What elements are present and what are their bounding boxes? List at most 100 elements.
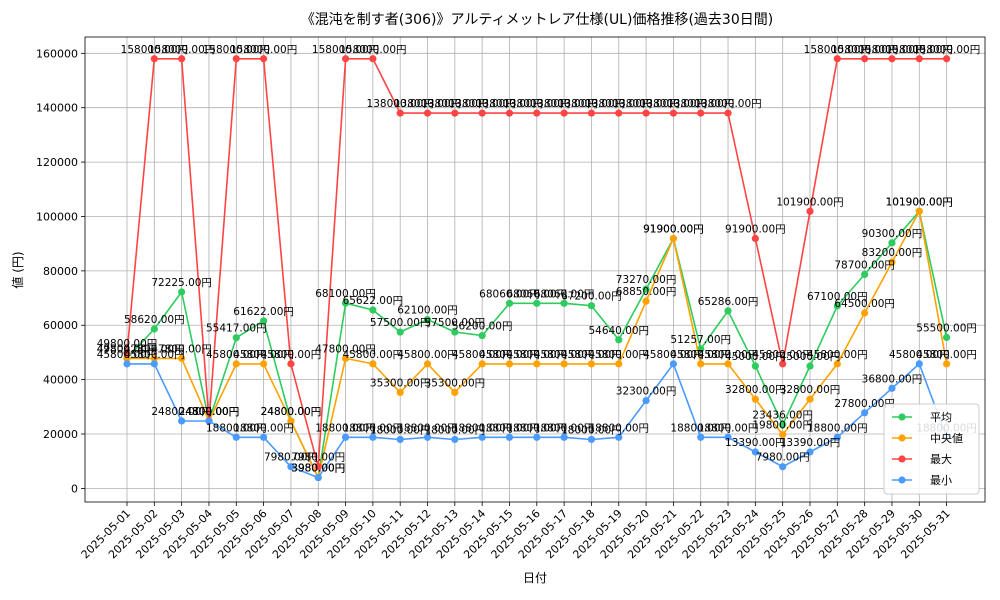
data-point — [423, 360, 432, 368]
data-label: 32800.00円 — [725, 384, 786, 396]
series-2 — [123, 55, 951, 471]
data-label: 49800.00円 — [97, 338, 158, 350]
data-label: 45800.00円 — [752, 349, 813, 361]
data-point — [833, 360, 841, 368]
data-point — [697, 360, 705, 368]
data-point — [369, 306, 377, 314]
data-label: 158000.00円 — [339, 44, 406, 56]
data-label: 158000.00円 — [831, 44, 898, 56]
data-label: 18800.00円 — [452, 422, 513, 434]
data-label: 68060.00円 — [506, 288, 567, 300]
data-label: 67200.00円 — [561, 291, 622, 303]
data-point — [724, 307, 732, 315]
data-label: 138000.00円 — [367, 98, 434, 110]
data-point — [833, 302, 841, 310]
data-point — [642, 396, 650, 405]
data-label: 18800.00円 — [588, 422, 649, 434]
data-point — [533, 109, 541, 117]
data-point — [915, 55, 923, 63]
data-label: 24800.00円 — [179, 406, 240, 418]
data-label: 18800.00円 — [315, 422, 376, 434]
data-label: 47800.00円 — [315, 343, 376, 355]
data-label: 138000.00円 — [449, 98, 516, 110]
data-label: 45000.00円 — [780, 351, 841, 363]
data-point — [806, 207, 814, 215]
data-point — [533, 360, 541, 368]
data-label: 55417.00円 — [206, 323, 267, 335]
y-tick-label: 20000 — [43, 428, 78, 441]
data-label: 138000.00円 — [667, 98, 734, 110]
data-label: 45800.00円 — [889, 349, 950, 361]
data-point — [943, 333, 951, 342]
data-label: 18800.00円 — [206, 422, 267, 434]
data-label: 3980.00円 — [291, 463, 345, 475]
data-label: 158000.00円 — [858, 44, 925, 56]
data-label: 101900.00円 — [886, 196, 953, 208]
data-point — [669, 360, 678, 368]
data-label: 51257.00円 — [670, 334, 731, 346]
data-point — [533, 433, 541, 441]
data-point — [533, 299, 541, 307]
data-point — [178, 354, 186, 363]
data-label: 45800.00円 — [506, 349, 567, 361]
data-point — [314, 463, 322, 471]
data-label: 90300.00円 — [862, 228, 923, 240]
data-point — [751, 234, 759, 243]
data-point — [150, 55, 158, 63]
y-tick-label: 120000 — [36, 156, 78, 169]
data-label: 138000.00円 — [503, 98, 570, 110]
data-point — [915, 207, 923, 215]
data-label: 45800.00円 — [233, 349, 294, 361]
data-point — [260, 433, 268, 441]
data-point — [150, 325, 158, 333]
data-label: 138000.00円 — [476, 98, 543, 110]
data-point — [587, 109, 596, 117]
data-label: 68060.00円 — [534, 288, 595, 300]
data-point — [861, 309, 869, 317]
data-point — [478, 331, 486, 340]
data-point — [505, 433, 514, 441]
data-label: 78700.00円 — [834, 259, 895, 271]
data-label: 18000.00円 — [425, 424, 486, 436]
y-tick-label: 140000 — [36, 102, 78, 115]
data-point — [642, 109, 650, 117]
data-label: 45800.00円 — [807, 349, 868, 361]
data-label: 158000.00円 — [804, 44, 871, 56]
data-label: 57500.00円 — [370, 317, 431, 329]
series-group — [123, 55, 951, 482]
data-point — [587, 360, 596, 368]
data-label: 45800.00円 — [124, 349, 185, 361]
data-label: 24800.00円 — [261, 406, 322, 418]
data-label: 158000.00円 — [203, 44, 270, 56]
data-label: 45800.00円 — [561, 349, 622, 361]
data-label: 49800.00円 — [97, 343, 158, 355]
data-label: 7980.00円 — [756, 452, 810, 464]
data-label: 138000.00円 — [530, 98, 597, 110]
data-label: 45800.00円 — [343, 349, 404, 361]
data-point — [178, 288, 186, 296]
data-label: 54640.00円 — [588, 325, 649, 337]
data-label: 158000.00円 — [886, 44, 953, 56]
data-point — [314, 473, 322, 482]
data-label: 18800.00円 — [233, 422, 294, 434]
data-label: 7980.00円 — [291, 452, 345, 464]
data-point — [833, 433, 841, 441]
data-point — [123, 354, 131, 363]
data-label: 158000.00円 — [312, 44, 379, 56]
data-label: 138000.00円 — [585, 98, 652, 110]
data-point — [697, 345, 705, 353]
data-point — [341, 299, 350, 307]
data-point — [232, 334, 240, 342]
data-point — [423, 109, 432, 117]
data-point — [260, 55, 268, 63]
legend-label: 平均 — [930, 411, 952, 424]
data-label: 32800.00円 — [780, 384, 841, 396]
data-label: 18800.00円 — [807, 422, 868, 434]
data-point — [478, 360, 486, 368]
data-label: 23436.00円 — [752, 410, 813, 422]
data-label: 35300.00円 — [425, 377, 486, 389]
data-point — [751, 448, 759, 456]
data-label: 7980.00円 — [264, 452, 318, 464]
